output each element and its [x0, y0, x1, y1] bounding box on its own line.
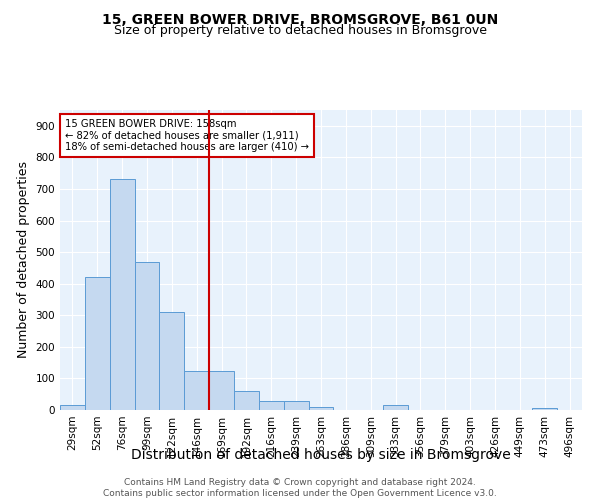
Bar	[184, 370, 209, 410]
Bar	[85, 278, 110, 410]
Bar	[259, 400, 284, 410]
Bar	[532, 408, 557, 410]
Text: 15, GREEN BOWER DRIVE, BROMSGROVE, B61 0UN: 15, GREEN BOWER DRIVE, BROMSGROVE, B61 0…	[102, 12, 498, 26]
Bar	[383, 406, 408, 410]
Text: Size of property relative to detached houses in Bromsgrove: Size of property relative to detached ho…	[113, 24, 487, 37]
Bar	[160, 312, 184, 410]
Bar	[209, 370, 234, 410]
Bar	[60, 406, 85, 410]
Y-axis label: Number of detached properties: Number of detached properties	[17, 162, 30, 358]
Text: Distribution of detached houses by size in Bromsgrove: Distribution of detached houses by size …	[131, 448, 511, 462]
Text: 15 GREEN BOWER DRIVE: 158sqm
← 82% of detached houses are smaller (1,911)
18% of: 15 GREEN BOWER DRIVE: 158sqm ← 82% of de…	[65, 119, 309, 152]
Bar	[110, 180, 134, 410]
Bar	[134, 262, 160, 410]
Text: Contains HM Land Registry data © Crown copyright and database right 2024.
Contai: Contains HM Land Registry data © Crown c…	[103, 478, 497, 498]
Bar	[308, 407, 334, 410]
Bar	[234, 391, 259, 410]
Bar	[284, 400, 308, 410]
